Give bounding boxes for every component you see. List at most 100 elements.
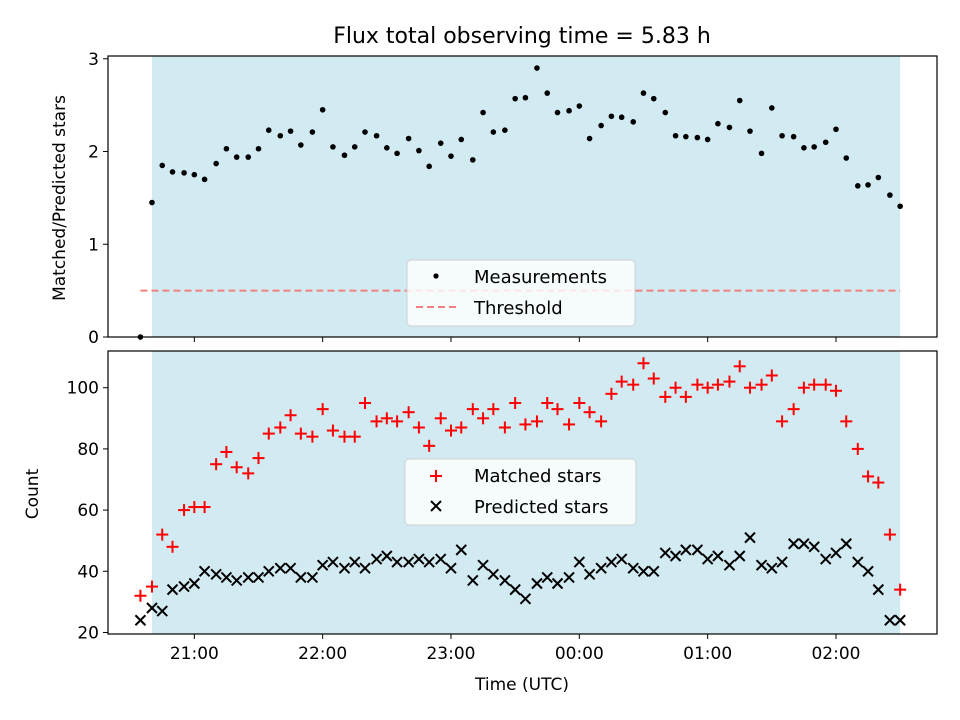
measurement-point	[715, 120, 721, 127]
measurement-point	[694, 134, 701, 141]
matched-star-point	[423, 439, 436, 452]
measurement-point	[790, 133, 797, 140]
matched-star-point	[541, 397, 554, 410]
predicted-star-point	[734, 550, 746, 562]
predicted-star-point	[884, 614, 896, 626]
matched-star-point	[348, 430, 361, 443]
predicted-star-point	[583, 568, 596, 581]
measurement-point	[512, 95, 518, 102]
top-axes-frame	[107, 55, 938, 338]
matched-star-point	[188, 501, 201, 514]
measurement-point	[640, 90, 647, 96]
predicted-star-point	[370, 553, 383, 565]
legend-marker-matched	[430, 470, 442, 482]
predicted-star-point	[787, 538, 800, 550]
predicted-star-point	[723, 559, 736, 571]
predicted-star-point	[284, 562, 297, 574]
matched-star-point	[326, 424, 339, 437]
matched-star-point	[637, 357, 650, 370]
measurement-point	[683, 133, 689, 140]
matched-star-point	[391, 415, 404, 428]
matched-star-point	[776, 415, 789, 428]
measurement-point	[586, 135, 593, 142]
measurement-point	[822, 139, 829, 146]
measurement-point	[736, 97, 743, 104]
matched-star-point	[583, 406, 596, 419]
measurement-point	[149, 199, 155, 206]
matched-star-point	[210, 458, 223, 471]
matched-star-point	[691, 378, 704, 391]
predicted-star-point	[551, 577, 564, 590]
y-tick-label: 60	[77, 501, 99, 521]
predicted-star-point	[423, 556, 435, 568]
measurement-point	[726, 124, 733, 131]
matched-star-point	[755, 378, 768, 391]
measurement-point	[309, 129, 316, 135]
x-tick-label: 22:00	[298, 644, 347, 664]
matched-star-point	[765, 369, 778, 382]
matched-star-point	[509, 397, 522, 410]
matched-star-point	[894, 583, 907, 596]
matched-star-point	[316, 403, 329, 416]
matched-star-point	[851, 442, 864, 455]
matched-star-point	[862, 470, 875, 483]
predicted-star-point	[252, 571, 265, 584]
predicted-star-point	[701, 553, 714, 565]
predicted-star-point	[349, 556, 361, 568]
predicted-star-point	[595, 562, 607, 574]
matched-star-point	[519, 418, 532, 431]
matched-star-point	[220, 445, 233, 458]
predicted-star-point	[573, 556, 586, 568]
predicted-star-point	[413, 553, 425, 565]
predicted-star-point	[541, 571, 553, 584]
predicted-star-point	[210, 568, 222, 581]
matched-star-point	[551, 403, 564, 416]
matched-star-point	[338, 430, 351, 443]
predicted-star-point	[852, 556, 864, 568]
x-tick-label: 02:00	[811, 644, 860, 664]
predicted-star-point	[744, 531, 756, 544]
matched-star-point	[743, 381, 756, 394]
measurement-point	[672, 132, 679, 139]
matched-star-point	[797, 381, 810, 394]
matched-star-point	[477, 412, 490, 425]
matched-star-point	[615, 375, 628, 388]
matched-star-point	[402, 406, 415, 419]
measurement-point	[181, 170, 187, 176]
measurement-point	[630, 119, 637, 125]
measurement-point	[534, 65, 540, 71]
predicted-star-point	[338, 562, 351, 574]
legend-label-predicted: Predicted stars	[474, 497, 608, 518]
measurement-point	[416, 147, 422, 154]
y-tick-label: 1	[88, 235, 99, 255]
predicted-star-point	[146, 602, 158, 614]
matched-star-point	[434, 412, 447, 425]
matched-star-point	[659, 390, 672, 403]
predicted-star-point	[263, 565, 275, 577]
predicted-star-point	[776, 556, 788, 568]
matched-star-point	[198, 501, 211, 514]
matched-star-point	[669, 381, 682, 394]
matched-star-point	[787, 403, 800, 416]
matched-star-point	[359, 397, 372, 410]
matched-star-point	[306, 430, 319, 443]
predicted-star-point	[563, 571, 575, 584]
predicted-star-point	[862, 565, 874, 577]
y-tick-label: 100	[67, 379, 99, 399]
measurement-point	[330, 144, 336, 150]
predicted-star-point	[455, 544, 467, 556]
x-tick-label: 23:00	[426, 644, 475, 664]
measurement-point	[769, 105, 775, 111]
predicted-star-point	[220, 571, 233, 584]
predicted-star-point	[487, 568, 500, 581]
legend-label-threshold: Threshold	[473, 298, 563, 319]
legend-marker-measurements	[433, 273, 439, 279]
measurement-point	[470, 157, 476, 163]
matched-star-point	[883, 528, 896, 541]
predicted-star-point	[295, 571, 307, 584]
y-tick-label: 2	[88, 143, 99, 163]
measurement-point	[490, 129, 497, 135]
measurement-point	[255, 145, 262, 152]
measurement-point	[233, 154, 240, 160]
predicted-star-point	[531, 577, 543, 590]
